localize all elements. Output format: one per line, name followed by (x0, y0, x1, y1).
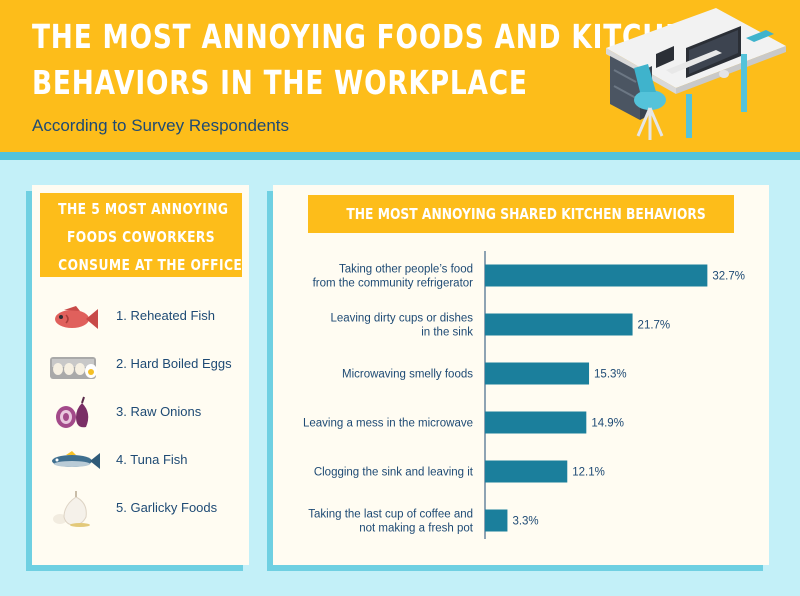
tuna-icon (52, 451, 100, 469)
food-item-5: 5. Garlicky Foods (32, 489, 249, 529)
egg-carton-icon (50, 357, 97, 379)
value-label-2: 21.7% (638, 320, 671, 332)
food-item-label: 4. Tuna Fish (116, 452, 188, 467)
bar-5 (485, 460, 568, 483)
food-item-label: 1. Reheated Fish (116, 308, 216, 323)
category-label-2: Leaving dirty cups or dishes in the sink (330, 313, 473, 339)
annoying-foods-panel: The 5 Most Annoying Foods Coworkers Cons… (32, 185, 249, 565)
foods-heading-line-3: Consume at the Office (58, 256, 243, 274)
category-label-4: Leaving a mess in the microwave (303, 418, 473, 430)
foods-heading-line-1: The 5 Most Annoying (58, 200, 229, 218)
kitchen-behaviors-bar-chart: 32.7% Taking other people’s food from the … (303, 251, 745, 539)
category-label-line: from the community refrigerator (313, 278, 474, 290)
category-label-line: in the sink (421, 327, 473, 339)
category-label-1: Taking other people’s food from the commu… (313, 264, 474, 290)
food-item-label: 5. Garlicky Foods (116, 500, 218, 515)
kitchen-behaviors-panel: The Most Annoying Shared Kitchen Behavio… (273, 185, 769, 565)
bar-4 (485, 411, 587, 434)
food-item-4: 4. Tuna Fish (32, 441, 249, 481)
category-label-6: Taking the last cup of coffee and not mak… (308, 509, 474, 535)
category-label-5: Clogging the sink and leaving it (314, 467, 474, 479)
foods-heading-line-2: Foods Coworkers (66, 228, 216, 246)
category-label-line: Microwaving smelly foods (342, 369, 473, 381)
value-label-4: 14.9% (591, 418, 624, 430)
foods-panel-heading: The 5 Most Annoying Foods Coworkers Cons… (40, 193, 242, 277)
office-desk-illustration (606, 8, 786, 140)
page-title-line-2: Behaviors in the Workplace (32, 63, 528, 102)
category-label-line: Clogging the sink and leaving it (314, 467, 474, 479)
chart-title: The Most Annoying Shared Kitchen Behavio… (308, 195, 734, 233)
page-title-line-1: The Most Annoying Foods and Kitchen (32, 17, 707, 56)
category-label-3: Microwaving smelly foods (342, 369, 473, 381)
header-banner: The Most Annoying Foods and Kitchen Beha… (0, 0, 800, 152)
value-label-5: 12.1% (572, 467, 605, 479)
value-label-3: 15.3% (594, 369, 627, 381)
food-item-1: 1. Reheated Fish (32, 297, 249, 337)
onion-icon (56, 396, 89, 428)
bar-3 (485, 362, 590, 385)
chart-title-text: The Most Annoying Shared Kitchen Behavio… (346, 205, 706, 223)
food-item-2: 2. Hard Boiled Eggs (32, 345, 249, 385)
header-stripe (0, 152, 800, 160)
food-item-label: 3. Raw Onions (116, 404, 202, 419)
category-label-line: Leaving dirty cups or dishes (330, 313, 473, 325)
category-label-line: Taking the last cup of coffee and (308, 509, 473, 521)
garlic-icon (53, 491, 90, 527)
category-label-line: Leaving a mess in the microwave (303, 418, 473, 430)
bar-1 (485, 264, 708, 287)
category-label-line: Taking other people’s food (339, 264, 473, 276)
value-label-6: 3.3% (512, 516, 538, 528)
bar-6 (485, 509, 508, 532)
page-subtitle: According to Survey Respondents (32, 116, 290, 135)
bar-2 (485, 313, 633, 336)
page-title: The Most Annoying Foods and Kitchen Beha… (32, 14, 707, 106)
fish-icon (55, 306, 98, 329)
food-item-label: 2. Hard Boiled Eggs (116, 356, 232, 371)
value-label-1: 32.7% (712, 271, 745, 283)
food-item-3: 3. Raw Onions (32, 393, 249, 433)
category-label-line: not making a fresh pot (359, 523, 474, 535)
